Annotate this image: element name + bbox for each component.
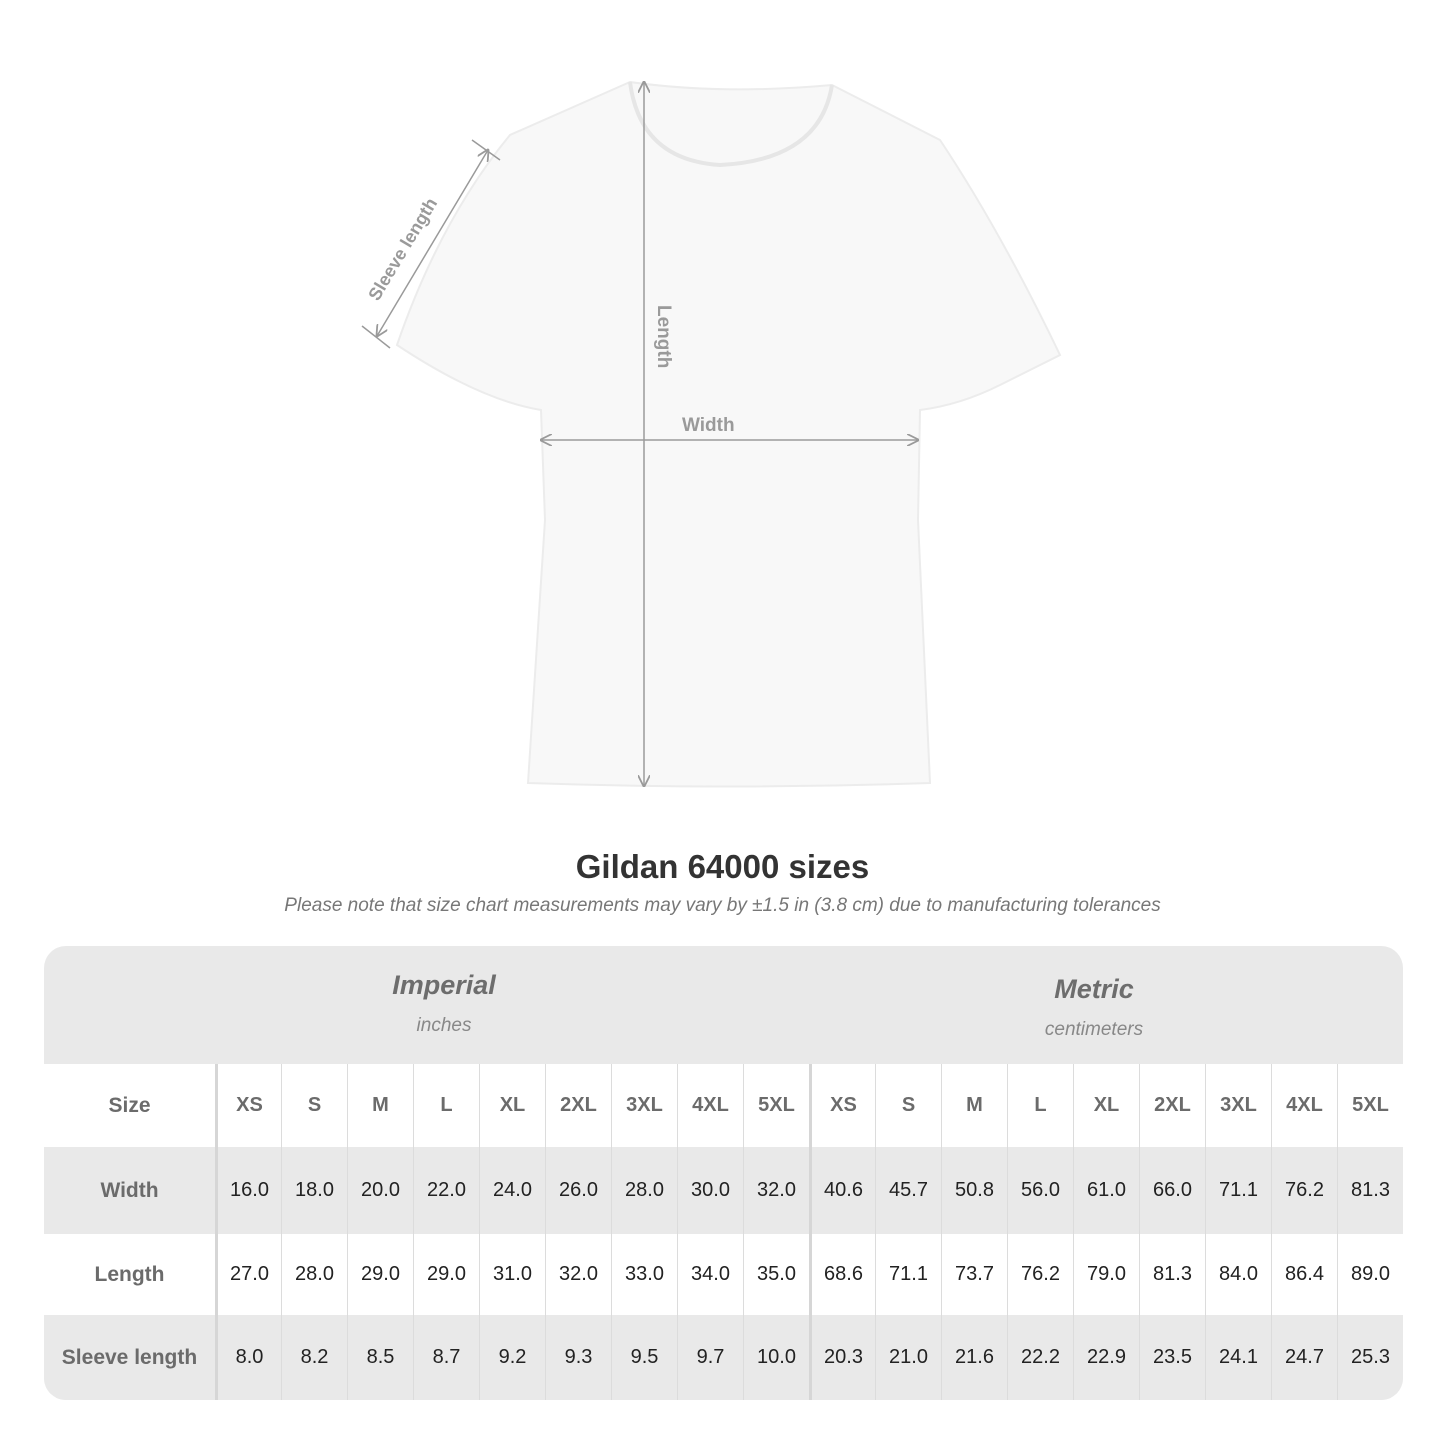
table-row: Sleeve length 8.0 8.2 8.5 8.7 9.2 9.3 9.5 9.7 10.… (44, 1315, 1403, 1400)
value-cell: 81.3 (1337, 1147, 1403, 1234)
value-cell: 84.0 (1205, 1234, 1271, 1315)
value-cell: 34.0 (677, 1234, 743, 1315)
value-cell: 9.3 (545, 1315, 611, 1400)
size-header-cell: 5XL (743, 1064, 809, 1147)
value-cell: 8.7 (413, 1315, 479, 1400)
value-cell: 76.2 (1007, 1234, 1073, 1315)
value-cell: 71.1 (875, 1234, 941, 1315)
value-cell: 18.0 (281, 1147, 347, 1234)
value-cell: 50.8 (941, 1147, 1007, 1234)
size-header-cell: XS (809, 1064, 875, 1147)
value-cell: 22.2 (1007, 1315, 1073, 1400)
size-header-cell: 3XL (611, 1064, 677, 1147)
value-cell: 22.0 (413, 1147, 479, 1234)
row-label: Size (108, 1093, 151, 1117)
page-title: Gildan 64000 sizes (575, 848, 870, 885)
value-cell: 76.2 (1271, 1147, 1337, 1234)
value-cell: 32.0 (743, 1147, 809, 1234)
value-cell: 20.0 (347, 1147, 413, 1234)
size-header-cell: 2XL (545, 1064, 611, 1147)
value-cell: 79.0 (1073, 1234, 1139, 1315)
value-cell: 22.9 (1073, 1315, 1139, 1400)
size-header-cell: L (1007, 1064, 1073, 1147)
value-cell: 24.7 (1271, 1315, 1337, 1400)
value-cell: 8.2 (281, 1315, 347, 1400)
value-cell: 73.7 (941, 1234, 1007, 1315)
value-cell: 28.0 (281, 1234, 347, 1315)
value-cell: 26.0 (545, 1147, 611, 1234)
value-cell: 21.6 (941, 1315, 1007, 1400)
row-label: Sleeve length (61, 1345, 198, 1369)
size-header-cell: 2XL (1139, 1064, 1205, 1147)
size-header-cell: 5XL (1337, 1064, 1403, 1147)
width-label: Width (682, 415, 735, 436)
size-header-cell: M (347, 1064, 413, 1147)
value-cell: 24.0 (479, 1147, 545, 1234)
value-cell: 68.6 (809, 1234, 875, 1315)
value-cell: 89.0 (1337, 1234, 1403, 1315)
value-cell: 29.0 (413, 1234, 479, 1315)
size-header-cell: XL (479, 1064, 545, 1147)
value-cell: 45.7 (875, 1147, 941, 1234)
value-cell: 61.0 (1073, 1147, 1139, 1234)
value-cell: 16.0 (215, 1147, 281, 1234)
value-cell: 20.3 (809, 1315, 875, 1400)
size-header-cell: XS (215, 1064, 281, 1147)
tshirt-diagram: Length Width Sleeve length (361, 0, 1062, 788)
size-header-row: Size XS S M L XL 2XL 3XL 4XL 5XL XS S M L XL 2XL 3XL 4XL 5… (44, 1064, 1403, 1147)
row-label: Length (94, 1262, 165, 1286)
tolerance-note: Please note that size chart measurements… (284, 895, 1161, 916)
table-row: Width 16.0 18.0 20.0 22.0 24.0 26.0 28.0 30.0 32.… (44, 1147, 1403, 1234)
value-cell: 71.1 (1205, 1147, 1271, 1234)
value-cell: 8.5 (347, 1315, 413, 1400)
value-cell: 9.7 (677, 1315, 743, 1400)
value-cell: 9.5 (611, 1315, 677, 1400)
value-cell: 40.6 (809, 1147, 875, 1234)
value-cell: 21.0 (875, 1315, 941, 1400)
value-cell: 28.0 (611, 1147, 677, 1234)
value-cell: 35.0 (743, 1234, 809, 1315)
size-header-cell: 4XL (677, 1064, 743, 1147)
value-cell: 23.5 (1139, 1315, 1205, 1400)
size-header-cell: S (875, 1064, 941, 1147)
size-header-cell: 4XL (1271, 1064, 1337, 1147)
value-cell: 31.0 (479, 1234, 545, 1315)
size-header-cell: M (941, 1064, 1007, 1147)
value-cell: 29.0 (347, 1234, 413, 1315)
size-header-cell: XL (1073, 1064, 1139, 1147)
value-cell: 10.0 (743, 1315, 809, 1400)
value-cell: 27.0 (215, 1234, 281, 1315)
value-cell: 25.3 (1337, 1315, 1403, 1400)
size-header-cell: 3XL (1205, 1064, 1271, 1147)
value-cell: 33.0 (611, 1234, 677, 1315)
length-label: Length (653, 305, 674, 368)
value-cell: 30.0 (677, 1147, 743, 1234)
metric-header: Metric centimeters (1044, 974, 1144, 1040)
value-cell: 9.2 (479, 1315, 545, 1400)
table-row: Length 27.0 28.0 29.0 29.0 31.0 32.0 33.0 34.0 35… (44, 1234, 1403, 1315)
value-cell: 56.0 (1007, 1147, 1073, 1234)
row-label: Width (100, 1178, 159, 1202)
imperial-header: Imperial inches (392, 970, 496, 1036)
value-cell: 8.0 (215, 1315, 281, 1400)
value-cell: 81.3 (1139, 1234, 1205, 1315)
value-cell: 32.0 (545, 1234, 611, 1315)
value-cell: 66.0 (1139, 1147, 1205, 1234)
sleeve-arrow (377, 150, 488, 336)
size-header-cell: L (413, 1064, 479, 1147)
value-cell: 24.1 (1205, 1315, 1271, 1400)
size-header-cell: S (281, 1064, 347, 1147)
value-cell: 86.4 (1271, 1234, 1337, 1315)
size-table: Imperial inches Metric centimeters Size X… (44, 946, 1403, 1400)
